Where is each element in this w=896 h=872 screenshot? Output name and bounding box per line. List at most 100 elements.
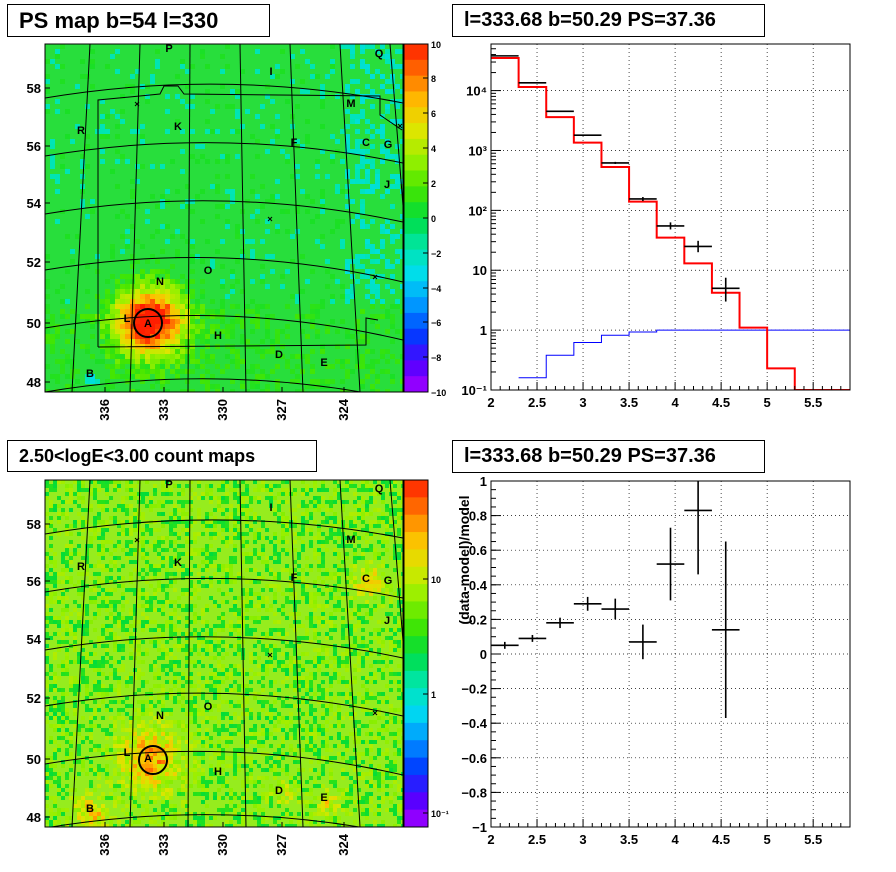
x-tick-label: 336 [97, 399, 112, 421]
colorbar-segment [404, 202, 428, 219]
y-tick-label: 56 [27, 139, 41, 154]
source-label-c: C [362, 573, 370, 585]
source-label-f: F [291, 572, 298, 584]
colorbar-tick-label: 2 [431, 179, 436, 189]
y-tick-label: 50 [27, 316, 41, 331]
residual-grid [491, 481, 850, 827]
x-tick-label: 5.5 [804, 832, 822, 847]
colorbar-tick-label: 6 [431, 109, 436, 119]
source-label-l: L [124, 747, 131, 759]
y-tick-label: 56 [27, 574, 41, 589]
colorbar-segment [404, 601, 428, 620]
source-label-h: H [214, 330, 222, 342]
map-frame [44, 43, 404, 393]
colorbar-segment [404, 792, 428, 811]
source-label-b: B [86, 803, 94, 815]
y-tick-label: −0.2 [461, 682, 487, 697]
x-tick-label: 327 [274, 834, 289, 856]
spectrum-data-point [711, 277, 740, 302]
colorbar-segment [404, 497, 428, 516]
y-tick-label: 10 [473, 263, 487, 278]
y-tick-label: 1 [480, 474, 487, 489]
source-label-p: P [165, 43, 172, 55]
colorbar-segment [404, 514, 428, 533]
x-tick-label: 324 [336, 398, 351, 420]
colorbar-segment [404, 740, 428, 759]
source-label-a: A [144, 318, 152, 330]
spectrum-data-point [546, 110, 574, 113]
colorbar-segment [404, 757, 428, 776]
colorbar-tick-label: 10 [431, 40, 441, 50]
colorbar-segment [404, 344, 428, 361]
source-label-k: K [174, 121, 182, 133]
residual-data-point [656, 527, 685, 601]
x-tick-label: 3.5 [620, 395, 638, 410]
spectrum-data-point [684, 240, 712, 253]
x-tick-label: 330 [215, 399, 230, 421]
colorbar-segment [404, 91, 428, 108]
x-tick-label: 5.5 [804, 395, 822, 410]
x-tick-label: 327 [274, 399, 289, 421]
source-cross [372, 274, 378, 280]
ps_map-image: P Q I M R K F C G J N O L A H D E B [45, 43, 403, 392]
colorbar-tick-label: 4 [431, 144, 436, 154]
source-label-i: I [269, 66, 272, 78]
x-tick-label: 4.5 [712, 395, 730, 410]
colorbar-segment [404, 218, 428, 235]
x-tick-label: 3.5 [620, 832, 638, 847]
colorbar-tick-label: −2 [431, 249, 441, 259]
colorbar-segment [404, 376, 428, 393]
colorbar-segment [404, 138, 428, 156]
count_map-panel: P Q I M R K F C G J N O L A H D E B 48 50 52 54 56 58 336 333 330 3… [27, 479, 449, 856]
x-tick-label: 333 [156, 834, 171, 856]
y-tick-label: 1 [480, 323, 487, 338]
spectrum-data-point [601, 161, 630, 164]
y-tick-label: 0.6 [469, 543, 487, 558]
count_map-colorbar: 10 1 10⁻¹ [403, 479, 449, 828]
colorbar-frame [403, 479, 429, 828]
y-tick-label: 54 [27, 196, 42, 211]
colorbar-segment [404, 265, 428, 282]
spectrum-panel: 2 2.5 3 3.5 4 4.5 5 5.5 10⁻¹ 1 10 10² 10³ 10⁴ [461, 43, 851, 410]
source-label-m: M [346, 98, 355, 110]
colorbar-segment [404, 297, 428, 314]
x-tick-label: 2 [487, 395, 494, 410]
y-tick-label: 58 [27, 81, 41, 96]
x-tick-label: 2.5 [528, 832, 546, 847]
residual-plot-area [491, 481, 850, 827]
residual-data-point [573, 596, 602, 611]
background-model-line [518, 329, 850, 379]
colorbar-tick-label: 0 [431, 214, 436, 224]
colorbar-segment [404, 688, 428, 707]
y-tick-label: −1 [472, 820, 487, 835]
source-label-g: G [384, 139, 393, 151]
map-frame [44, 479, 404, 828]
colorbar-tick-label: 10⁻¹ [431, 809, 449, 819]
y-tick-label: 10⁴ [466, 84, 487, 99]
source-label-f: F [291, 137, 298, 149]
survey-boundary [97, 85, 403, 348]
y-tick-label: 0.2 [469, 612, 487, 627]
source-label-d: D [275, 785, 283, 797]
y-tick-label: 0.4 [469, 578, 488, 593]
residual-title: l=333.68 b=50.29 PS=37.36 [452, 440, 765, 473]
y-tick-label: 54 [27, 632, 42, 647]
colorbar-segment [404, 722, 428, 741]
y-tick-label: 58 [27, 517, 41, 532]
x-tick-label: 324 [336, 833, 351, 855]
colorbar-segment [404, 281, 428, 298]
residual-data-point [546, 617, 574, 629]
y-tick-label: 10² [468, 203, 487, 218]
colorbar-tick-label: 8 [431, 74, 436, 84]
source-label-c: C [362, 137, 370, 149]
colorbar-tick-label: 10 [431, 575, 441, 585]
y-tick-label: 52 [27, 691, 41, 706]
y-tick-label: 52 [27, 255, 41, 270]
colorbar-segment [404, 233, 428, 251]
x-tick-label: 2.5 [528, 395, 546, 410]
colorbar-segment [404, 123, 428, 140]
source-label-r: R [77, 561, 85, 573]
source-label-n: N [156, 276, 164, 288]
source-cross [267, 216, 273, 222]
colorbar-segment [404, 705, 428, 724]
